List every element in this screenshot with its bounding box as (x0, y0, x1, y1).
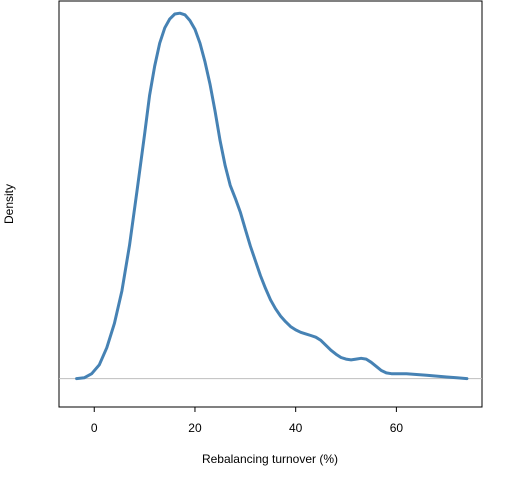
x-tick-label: 0 (91, 421, 98, 435)
density-curve (75, 11, 469, 381)
x-axis-label: Rebalancing turnover (%) (202, 452, 338, 466)
x-tick-label: 20 (188, 421, 202, 435)
x-axis: 0 20 40 60 (91, 407, 403, 435)
x-tick-label: 40 (289, 421, 303, 435)
x-tick-label: 60 (390, 421, 404, 435)
y-axis-label: Density (2, 184, 16, 224)
plot-frame (58, 0, 483, 408)
